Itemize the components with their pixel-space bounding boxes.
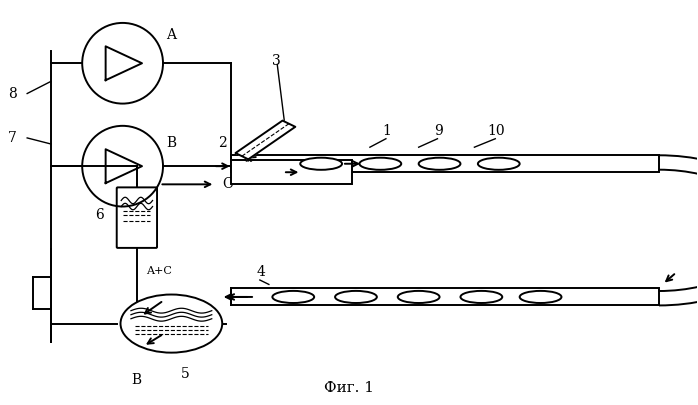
- Bar: [230, 288, 659, 305]
- Ellipse shape: [300, 158, 342, 170]
- Text: B: B: [132, 373, 142, 387]
- Text: C: C: [222, 177, 233, 191]
- Text: 7: 7: [8, 131, 17, 145]
- Text: 10: 10: [487, 124, 505, 138]
- Ellipse shape: [461, 291, 503, 303]
- Polygon shape: [235, 121, 295, 159]
- FancyBboxPatch shape: [117, 188, 157, 248]
- Ellipse shape: [121, 294, 222, 353]
- Text: 3: 3: [272, 54, 281, 68]
- Text: B: B: [167, 136, 177, 150]
- Ellipse shape: [478, 158, 520, 170]
- Text: 6: 6: [95, 208, 104, 222]
- Text: 4: 4: [257, 265, 266, 279]
- Text: 2: 2: [218, 136, 227, 150]
- Ellipse shape: [272, 291, 314, 303]
- Text: A+C: A+C: [146, 266, 172, 276]
- Bar: [230, 160, 352, 184]
- Bar: [230, 155, 659, 172]
- Ellipse shape: [335, 291, 377, 303]
- Text: Фиг. 1: Фиг. 1: [324, 382, 374, 395]
- Ellipse shape: [398, 291, 440, 303]
- Ellipse shape: [520, 291, 561, 303]
- Text: A: A: [167, 28, 177, 42]
- Text: 9: 9: [434, 124, 443, 138]
- Ellipse shape: [359, 158, 401, 170]
- Text: 8: 8: [8, 87, 17, 100]
- Ellipse shape: [419, 158, 461, 170]
- Text: 1: 1: [383, 124, 392, 138]
- Text: 5: 5: [181, 367, 190, 381]
- Text: α: α: [243, 151, 251, 164]
